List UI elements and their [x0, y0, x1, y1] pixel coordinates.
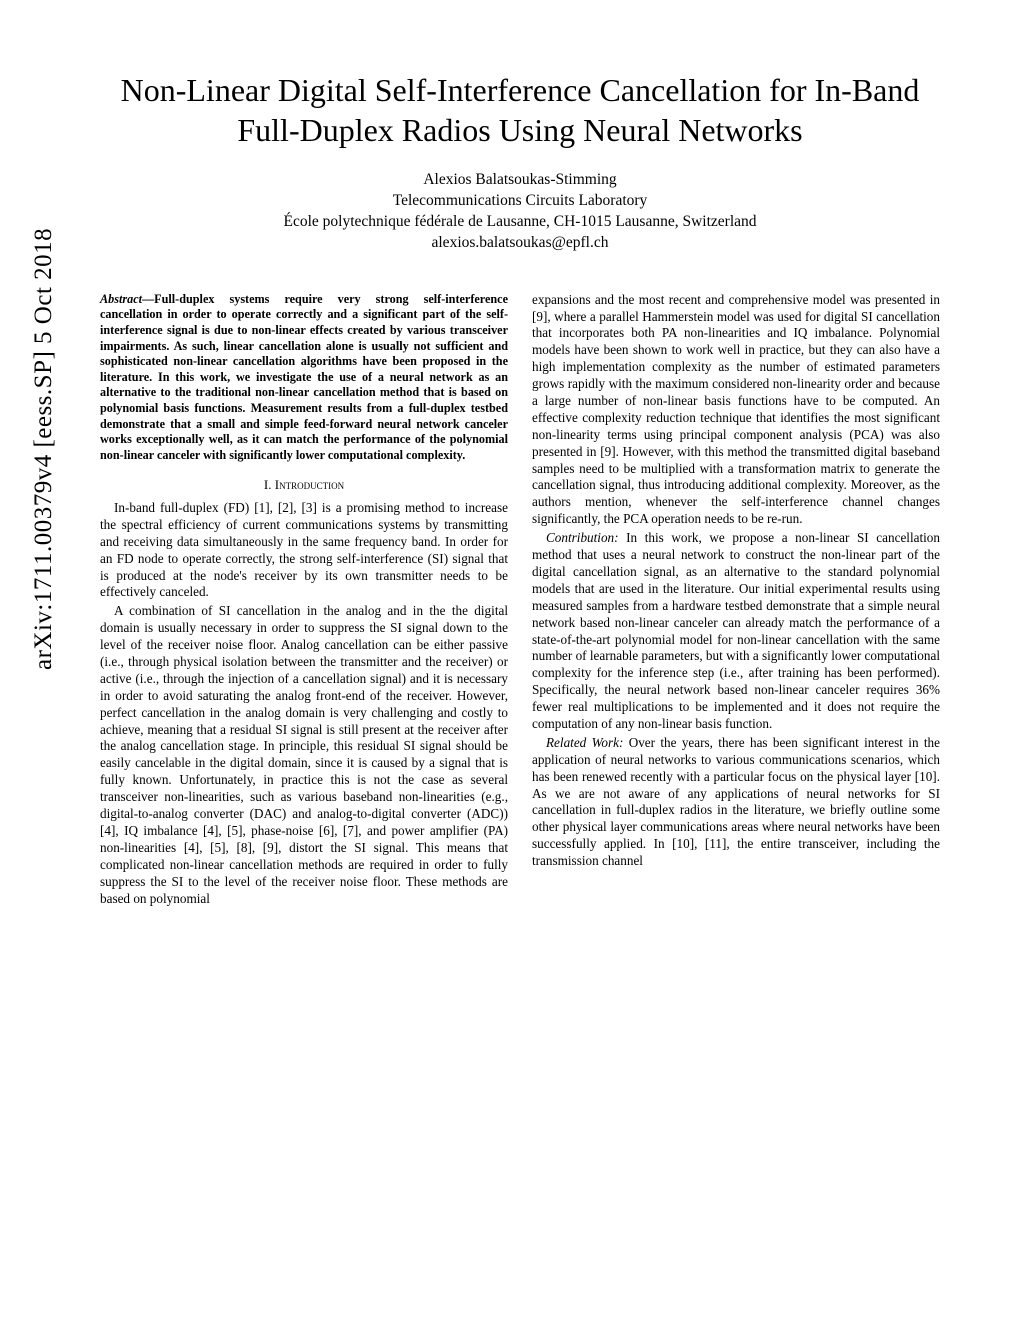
left-column: Abstract—Full-duplex systems require ver… — [100, 292, 508, 910]
abstract-text: —Full-duplex systems require very strong… — [100, 292, 508, 462]
abstract-label: Abstract — [100, 292, 142, 306]
related-work-text: Over the years, there has been significa… — [532, 735, 940, 868]
author-name: Alexios Balatsoukas-Stimming — [100, 170, 940, 191]
right-column: expansions and the most recent and compr… — [532, 292, 940, 910]
intro-paragraph-1: In-band full-duplex (FD) [1], [2], [3] i… — [100, 500, 508, 601]
two-column-body: Abstract—Full-duplex systems require ver… — [100, 292, 940, 910]
author-affiliation-1: Telecommunications Circuits Laboratory — [100, 191, 940, 212]
related-work-paragraph: Related Work: Over the years, there has … — [532, 735, 940, 870]
intro-paragraph-2: A combination of SI cancellation in the … — [100, 603, 508, 907]
paper-title: Non-Linear Digital Self-Interference Can… — [100, 70, 940, 150]
abstract: Abstract—Full-duplex systems require ver… — [100, 292, 508, 464]
related-work-label: Related Work: — [546, 735, 623, 750]
right-paragraph-1: expansions and the most recent and compr… — [532, 292, 940, 528]
author-affiliation-2: École polytechnique fédérale de Lausanne… — [100, 212, 940, 233]
contribution-text: In this work, we propose a non-linear SI… — [532, 530, 940, 731]
contribution-paragraph: Contribution: In this work, we propose a… — [532, 530, 940, 733]
paper-page: Non-Linear Digital Self-Interference Can… — [0, 0, 1020, 949]
author-block: Alexios Balatsoukas-Stimming Telecommuni… — [100, 170, 940, 254]
section-1-heading: I. Introduction — [100, 477, 508, 494]
author-email: alexios.balatsoukas@epfl.ch — [100, 233, 940, 254]
contribution-label: Contribution: — [546, 530, 619, 545]
